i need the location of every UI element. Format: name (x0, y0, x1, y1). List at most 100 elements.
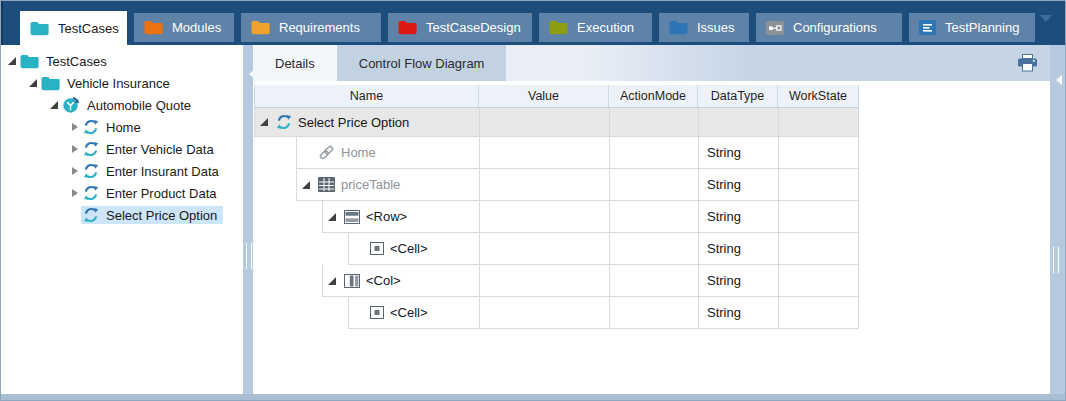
expander-collapsed-icon[interactable] (68, 123, 81, 131)
left-panel-splitter[interactable] (243, 45, 253, 394)
tree-item-content: Home (81, 118, 147, 136)
grid-cell-work-state[interactable] (778, 297, 859, 329)
right-splitter-grip[interactable] (1053, 247, 1059, 273)
main-tab-bar: TestCases✕Modules Requirements TestCaseDes… (1, 1, 1065, 45)
tree-item-enter-insurant-data[interactable]: Enter Insurant Data (1, 160, 243, 182)
tree-item-label: Vehicle Insurance (67, 76, 170, 91)
details-panel: DetailsControl Flow Diagram NameValueAct… (253, 45, 1050, 394)
grid-cell-data-type[interactable]: String (698, 233, 778, 265)
grid-cell-data-type[interactable] (698, 108, 778, 137)
tab-label: Requirements (279, 20, 360, 35)
grid-cell-name[interactable]: priceTable (296, 169, 479, 201)
grid-cell-work-state[interactable] (778, 169, 859, 201)
print-button[interactable] (1017, 54, 1038, 72)
row-indent (254, 169, 296, 201)
grid-cell-work-state[interactable] (778, 233, 859, 265)
grid-cell-data-type[interactable]: String (698, 201, 778, 233)
grid-cell-action-mode[interactable] (609, 169, 698, 201)
expander-expanded-icon[interactable] (47, 101, 60, 109)
triangle-glyph (302, 181, 310, 189)
expander-expanded-icon[interactable] (26, 79, 39, 87)
column-header-workstate[interactable]: WorkState (778, 85, 859, 107)
grid-row-home[interactable]: Home String (254, 137, 859, 169)
testcases-tree-panel: TestCases Vehicle Insurance Automobile Quo… (1, 45, 243, 394)
grid-cell-work-state[interactable] (778, 201, 859, 233)
expander-expanded-icon[interactable] (299, 181, 312, 189)
tab-configurations[interactable]: Configurations (756, 13, 902, 42)
grid-row-select-price-option[interactable]: Select Price Option (254, 108, 859, 137)
grid-row-pricetable[interactable]: priceTable String (254, 169, 859, 201)
collapse-right-panel-icon[interactable] (1051, 75, 1062, 85)
printer-icon (1017, 54, 1038, 72)
grid-cell-work-state[interactable] (778, 265, 859, 297)
tab-testcasedesign[interactable]: TestCaseDesign (388, 13, 532, 42)
column-header-actionmode[interactable]: ActionMode (609, 85, 698, 107)
grid-cell-value[interactable] (479, 169, 609, 201)
expander-expanded-icon[interactable] (5, 57, 18, 65)
tab-overflow-chevron-down-icon[interactable] (1040, 15, 1052, 22)
tab-requirements[interactable]: Requirements (241, 13, 381, 42)
grid-cell-value[interactable] (479, 108, 609, 137)
tree-item-select-price-option[interactable]: Select Price Option (1, 204, 243, 226)
grid-cell-name[interactable]: <Cell> (348, 233, 479, 265)
grid-cell-action-mode[interactable] (609, 108, 698, 137)
grid-cell-action-mode[interactable] (609, 201, 698, 233)
grid-cell-value[interactable] (479, 265, 609, 297)
tree-item-home[interactable]: Home (1, 116, 243, 138)
column-header-datatype[interactable]: DataType (698, 85, 778, 107)
tab-execution[interactable]: Execution (539, 13, 652, 42)
grid-row-col[interactable]: <Col> String (254, 265, 859, 297)
grid-cell-action-mode[interactable] (609, 137, 698, 169)
grid-cell-name[interactable]: <Cell> (348, 297, 479, 329)
right-panel-splitter[interactable] (1050, 45, 1065, 394)
grid-cell-value[interactable] (479, 297, 609, 329)
grid-cell-name[interactable]: <Col> (322, 265, 479, 297)
expander-expanded-icon[interactable] (325, 277, 338, 285)
folder-icon (30, 21, 49, 36)
tab-issues[interactable]: Issues (659, 13, 749, 42)
grid-cell-action-mode[interactable] (609, 297, 698, 329)
expander-collapsed-icon[interactable] (68, 189, 81, 197)
tab-label: TestPlanning (945, 20, 1019, 35)
grid-cell-value[interactable] (479, 137, 609, 169)
column-header-value[interactable]: Value (479, 85, 609, 107)
grid-cell-name[interactable]: Select Price Option (254, 108, 479, 137)
grid-cell-action-mode[interactable] (609, 233, 698, 265)
tab-testcases[interactable]: TestCases✕ (20, 11, 127, 45)
grid-cell-work-state[interactable] (778, 137, 859, 169)
grid-cell-value[interactable] (479, 233, 609, 265)
tree-item-enter-vehicle-data[interactable]: Enter Vehicle Data (1, 138, 243, 160)
grid-cell-name[interactable]: Home (296, 137, 479, 169)
grid-cell-data-type[interactable]: String (698, 265, 778, 297)
column-header-name[interactable]: Name (254, 85, 479, 107)
expander-expanded-icon[interactable] (325, 213, 338, 221)
details-tab-strip: DetailsControl Flow Diagram (253, 45, 1050, 81)
details-tab-control-flow-diagram[interactable]: Control Flow Diagram (337, 45, 507, 81)
tree-item-label: Enter Vehicle Data (106, 142, 214, 157)
grid-cell-value[interactable] (479, 201, 609, 233)
grid-cell-name[interactable]: <Row> (322, 201, 479, 233)
tree-item-testcases[interactable]: TestCases (1, 50, 243, 72)
grid-row-cell[interactable]: <Cell> String (254, 233, 859, 265)
grid-cell-work-state[interactable] (778, 108, 859, 137)
tree-item-automobile-quote[interactable]: Automobile Quote (1, 94, 243, 116)
tab-testplanning[interactable]: TestPlanning (909, 13, 1035, 42)
tab-modules[interactable]: Modules (134, 13, 234, 42)
details-tab-details[interactable]: Details (253, 45, 337, 81)
row-indent (254, 233, 348, 265)
grid-cell-data-type[interactable]: String (698, 169, 778, 201)
expander-collapsed-icon[interactable] (68, 167, 81, 175)
triangle-glyph (328, 277, 336, 285)
tree-item-vehicle-insurance[interactable]: Vehicle Insurance (1, 72, 243, 94)
grid-row-cell[interactable]: <Cell> String (254, 297, 859, 329)
tab-label: TestCases (58, 21, 119, 36)
grid-row-row[interactable]: <Row> String (254, 201, 859, 233)
grid-cell-data-type[interactable]: String (698, 137, 778, 169)
bottom-scroll-strip[interactable] (1, 394, 1065, 400)
expander-expanded-icon[interactable] (257, 118, 270, 126)
grid-cell-data-type[interactable]: String (698, 297, 778, 329)
expander-collapsed-icon[interactable] (68, 145, 81, 153)
grid-cell-action-mode[interactable] (609, 265, 698, 297)
left-splitter-grip[interactable] (246, 243, 252, 269)
tree-item-enter-product-data[interactable]: Enter Product Data (1, 182, 243, 204)
